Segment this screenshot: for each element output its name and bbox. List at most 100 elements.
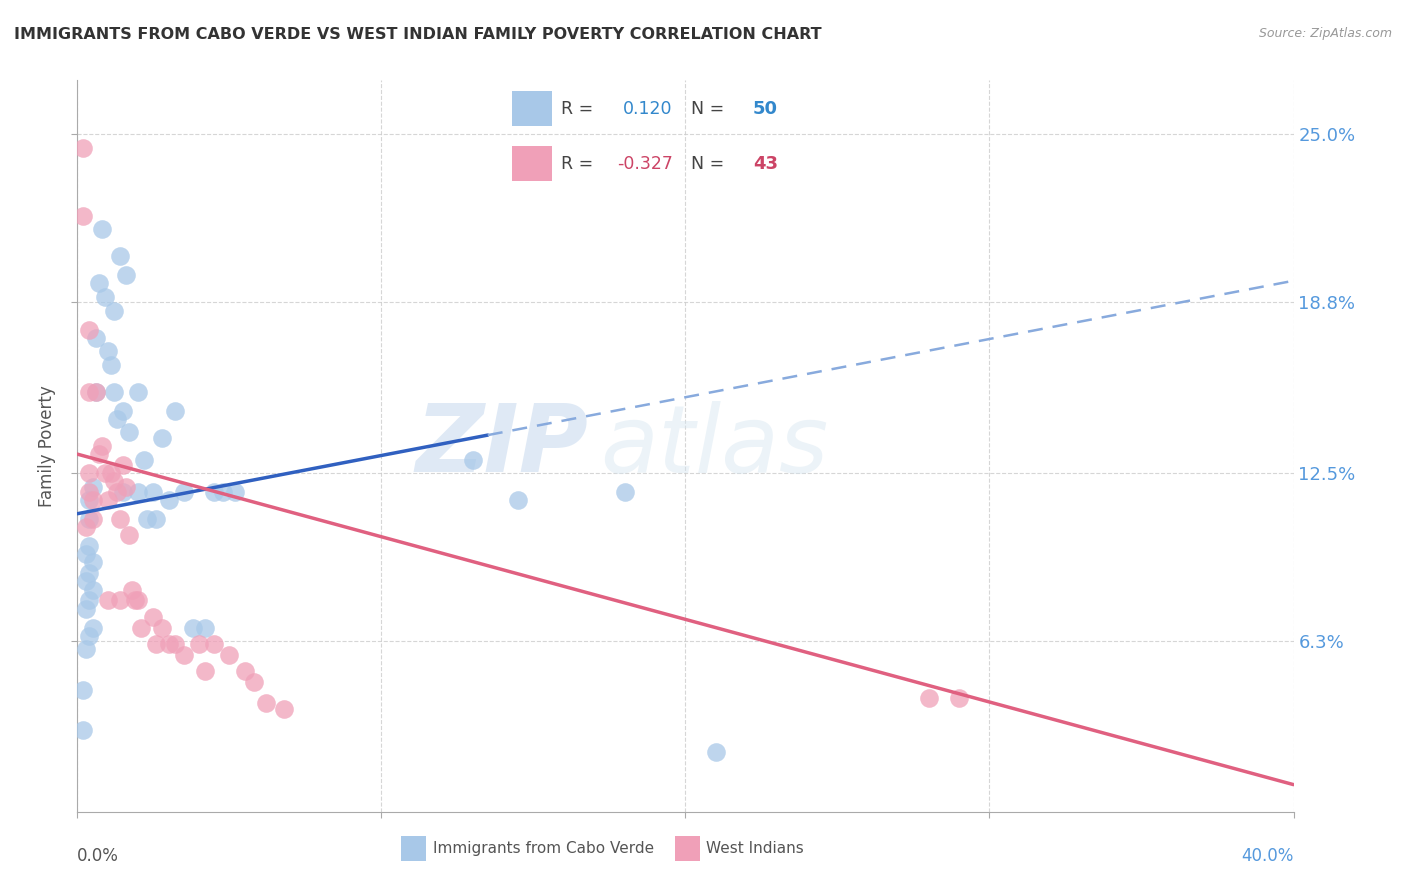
Point xyxy=(93,290,115,304)
Point xyxy=(152,620,174,634)
Point xyxy=(79,512,101,526)
Point xyxy=(90,439,112,453)
Point xyxy=(84,384,107,399)
Y-axis label: Family Poverty: Family Poverty xyxy=(38,385,56,507)
Text: 0.0%: 0.0% xyxy=(77,847,120,865)
Point xyxy=(82,493,104,508)
Text: 40.0%: 40.0% xyxy=(1241,847,1294,865)
Point xyxy=(108,512,131,526)
Text: atlas: atlas xyxy=(600,401,828,491)
Point xyxy=(84,384,107,399)
Text: 43: 43 xyxy=(752,155,778,173)
FancyBboxPatch shape xyxy=(512,91,551,127)
Text: West Indians: West Indians xyxy=(706,841,804,855)
Point xyxy=(242,674,264,689)
Text: IMMIGRANTS FROM CABO VERDE VS WEST INDIAN FAMILY POVERTY CORRELATION CHART: IMMIGRANTS FROM CABO VERDE VS WEST INDIA… xyxy=(14,27,821,42)
Point xyxy=(188,637,211,651)
Point xyxy=(194,620,217,634)
Point xyxy=(233,664,256,678)
Point xyxy=(97,344,120,359)
Point xyxy=(115,268,138,283)
Point xyxy=(82,556,104,570)
Point xyxy=(121,582,143,597)
Point xyxy=(173,485,195,500)
Point xyxy=(97,493,120,508)
Point xyxy=(145,512,167,526)
Point xyxy=(93,466,115,480)
Point xyxy=(75,574,97,589)
Point xyxy=(108,249,131,263)
Point xyxy=(84,331,107,345)
Point xyxy=(103,303,125,318)
Point xyxy=(82,512,104,526)
Point xyxy=(918,690,941,705)
Point xyxy=(115,480,138,494)
Point xyxy=(79,466,101,480)
Point xyxy=(508,493,530,508)
Point xyxy=(72,209,94,223)
Point xyxy=(103,474,125,488)
Point xyxy=(79,322,101,336)
Point xyxy=(79,485,101,500)
Point xyxy=(87,277,110,291)
Text: N =: N = xyxy=(690,100,730,118)
Text: 50: 50 xyxy=(752,100,778,118)
Point xyxy=(118,425,141,440)
Text: N =: N = xyxy=(690,155,730,173)
Point xyxy=(218,648,240,662)
Point xyxy=(100,358,122,372)
Point xyxy=(82,480,104,494)
Point xyxy=(704,745,727,759)
Point xyxy=(202,485,225,500)
Point xyxy=(72,141,94,155)
Point xyxy=(82,582,104,597)
Point xyxy=(79,629,101,643)
Point xyxy=(163,637,186,651)
Point xyxy=(97,593,120,607)
Point xyxy=(948,690,970,705)
Point xyxy=(79,384,101,399)
Text: 0.120: 0.120 xyxy=(623,100,672,118)
Point xyxy=(75,601,97,615)
Point xyxy=(163,404,186,418)
Point xyxy=(142,485,165,500)
Point xyxy=(111,458,134,472)
Point xyxy=(72,682,94,697)
Point xyxy=(157,493,180,508)
Point xyxy=(75,642,97,657)
Point xyxy=(129,620,152,634)
Text: -0.327: -0.327 xyxy=(617,155,672,173)
Point xyxy=(118,528,141,542)
Text: ZIP: ZIP xyxy=(415,400,588,492)
Point xyxy=(111,485,134,500)
Point xyxy=(127,485,149,500)
Point xyxy=(254,697,277,711)
Point xyxy=(224,485,246,500)
Point xyxy=(100,466,122,480)
Text: R =: R = xyxy=(561,100,599,118)
Point xyxy=(72,723,94,738)
Point xyxy=(145,637,167,651)
Point xyxy=(173,648,195,662)
Point xyxy=(127,593,149,607)
Point xyxy=(273,702,295,716)
Point xyxy=(111,404,134,418)
Point xyxy=(105,412,128,426)
Point xyxy=(613,485,636,500)
Point xyxy=(79,593,101,607)
Point xyxy=(194,664,217,678)
Point xyxy=(152,431,174,445)
Point xyxy=(461,452,484,467)
Point xyxy=(136,512,159,526)
Text: Immigrants from Cabo Verde: Immigrants from Cabo Verde xyxy=(433,841,654,855)
Point xyxy=(124,593,146,607)
Point xyxy=(105,485,128,500)
Point xyxy=(103,384,125,399)
Point xyxy=(87,447,110,461)
Point xyxy=(75,520,97,534)
Text: R =: R = xyxy=(561,155,599,173)
FancyBboxPatch shape xyxy=(512,146,551,181)
Point xyxy=(108,593,131,607)
Point xyxy=(202,637,225,651)
Point xyxy=(142,609,165,624)
